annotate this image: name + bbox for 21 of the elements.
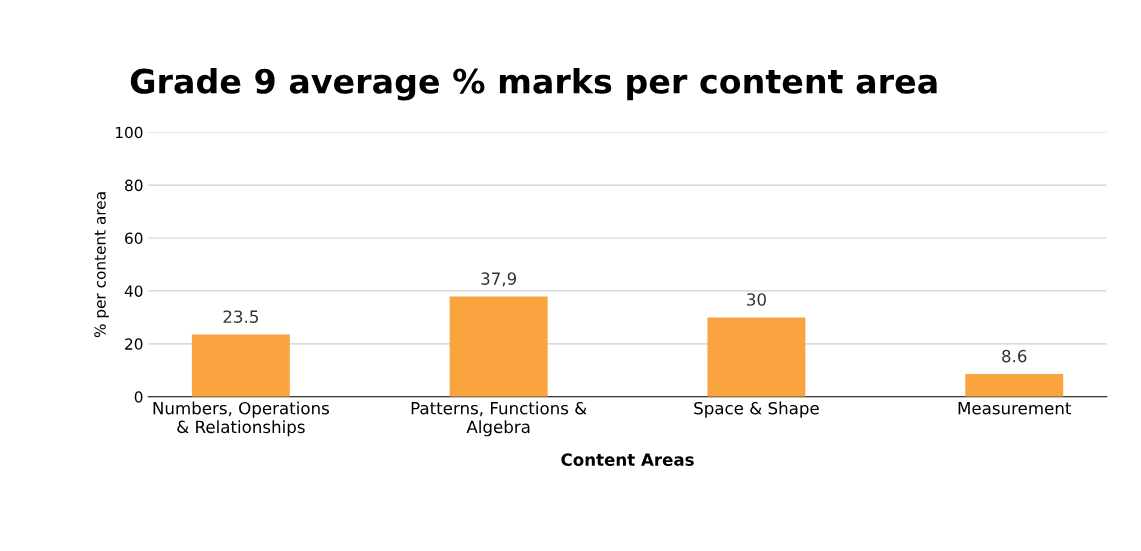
y-tick-label: 100 [115, 126, 143, 139]
x-tick-label: Space & Shape [694, 401, 819, 418]
bar [449, 296, 548, 397]
bar [707, 317, 806, 397]
data-label: 8.6 [1002, 349, 1027, 363]
y-tick-label: 0 [134, 391, 143, 403]
data-label: 23.5 [223, 310, 258, 323]
x-tick-label: Measurement [958, 402, 1072, 415]
data-label: 37,9 [481, 272, 517, 287]
chart-title: Grade 9 average % marks per content area [130, 68, 937, 101]
x-tick-label: Patterns, Functions & Algebra [411, 401, 587, 437]
x-tick-label: Numbers, Operations & Relationships [153, 401, 329, 437]
y-tick-label: 80 [125, 179, 143, 192]
y-axis-title: % per content area [94, 192, 109, 338]
y-tick-label: 40 [124, 285, 143, 297]
y-tick-label: 20 [125, 338, 143, 350]
bar [965, 373, 1064, 397]
data-label: 30 [747, 293, 766, 306]
bar [191, 334, 290, 397]
y-tick-label: 60 [125, 232, 143, 245]
x-axis-title: Content Areas [561, 453, 694, 466]
